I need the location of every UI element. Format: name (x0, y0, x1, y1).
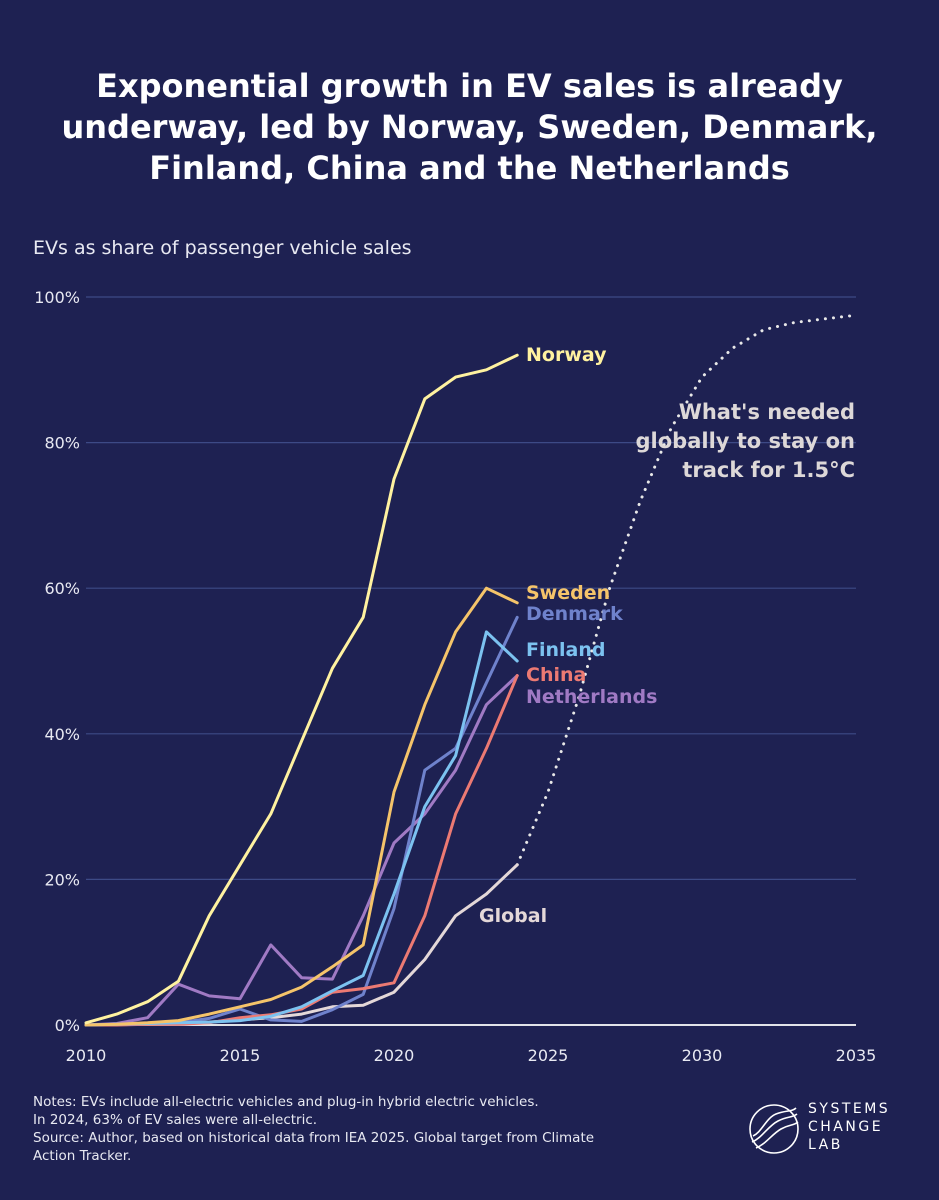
systems-change-lab-logo-icon (749, 1104, 799, 1154)
y-tick-label: 80% (44, 434, 80, 453)
notes-line: In 2024, 63% of EV sales were all-electr… (33, 1112, 318, 1128)
series-line-netherlands (84, 674, 519, 1027)
source-line: Action Tracker. (33, 1148, 132, 1164)
y-tick-label: 40% (44, 725, 80, 744)
x-tick-label: 2035 (836, 1046, 877, 1065)
y-tick-label: 100% (34, 288, 80, 307)
logo-text-line: LAB (808, 1137, 843, 1153)
y-tick-label: 0% (55, 1016, 80, 1035)
source-line: Source: Author, based on historical data… (33, 1130, 595, 1146)
target-annotation: track for 1.5°C (682, 458, 855, 482)
target-annotation: globally to stay on (636, 429, 855, 453)
x-tick-label: 2015 (220, 1046, 261, 1065)
target-annotation: What's needed (679, 400, 855, 424)
series-line-china (84, 674, 519, 1027)
x-tick-label: 2010 (66, 1046, 107, 1065)
chart-title: Exponential growth in EV sales is alread… (40, 66, 899, 189)
x-tick-label: 2030 (682, 1046, 723, 1065)
series-label-global: Global (479, 905, 547, 927)
chart-title-line: underway, led by Norway, Sweden, Denmark… (61, 108, 878, 146)
series-line-sweden (84, 586, 519, 1027)
series-label-denmark: Denmark (526, 603, 623, 625)
series-label-finland: Finland (526, 639, 605, 661)
chart-title-line: Exponential growth in EV sales is alread… (96, 67, 843, 105)
logo-text-line: CHANGE (808, 1119, 884, 1135)
logo-wordmark: SYSTEMS CHANGE LAB (808, 1100, 890, 1154)
y-tick-label: 60% (44, 579, 80, 598)
series-label-sweden: Sweden (526, 582, 610, 604)
series-label-norway: Norway (526, 344, 607, 366)
chart-title-line: Finland, China and the Netherlands (149, 149, 790, 187)
x-tick-label: 2025 (528, 1046, 569, 1065)
series-line-norway (84, 353, 519, 1025)
chart-notes: Notes: EVs include all-electric vehicles… (33, 1093, 673, 1165)
logo-text-line: SYSTEMS (808, 1101, 891, 1117)
notes-line: Notes: EVs include all-electric vehicles… (33, 1094, 539, 1110)
y-axis-title: EVs as share of passenger vehicle sales (33, 237, 412, 259)
series-label-china: China (526, 664, 586, 686)
series-label-netherlands: Netherlands (526, 686, 657, 708)
y-tick-label: 20% (44, 870, 80, 889)
target-series-line (515, 313, 858, 867)
x-tick-label: 2020 (374, 1046, 415, 1065)
